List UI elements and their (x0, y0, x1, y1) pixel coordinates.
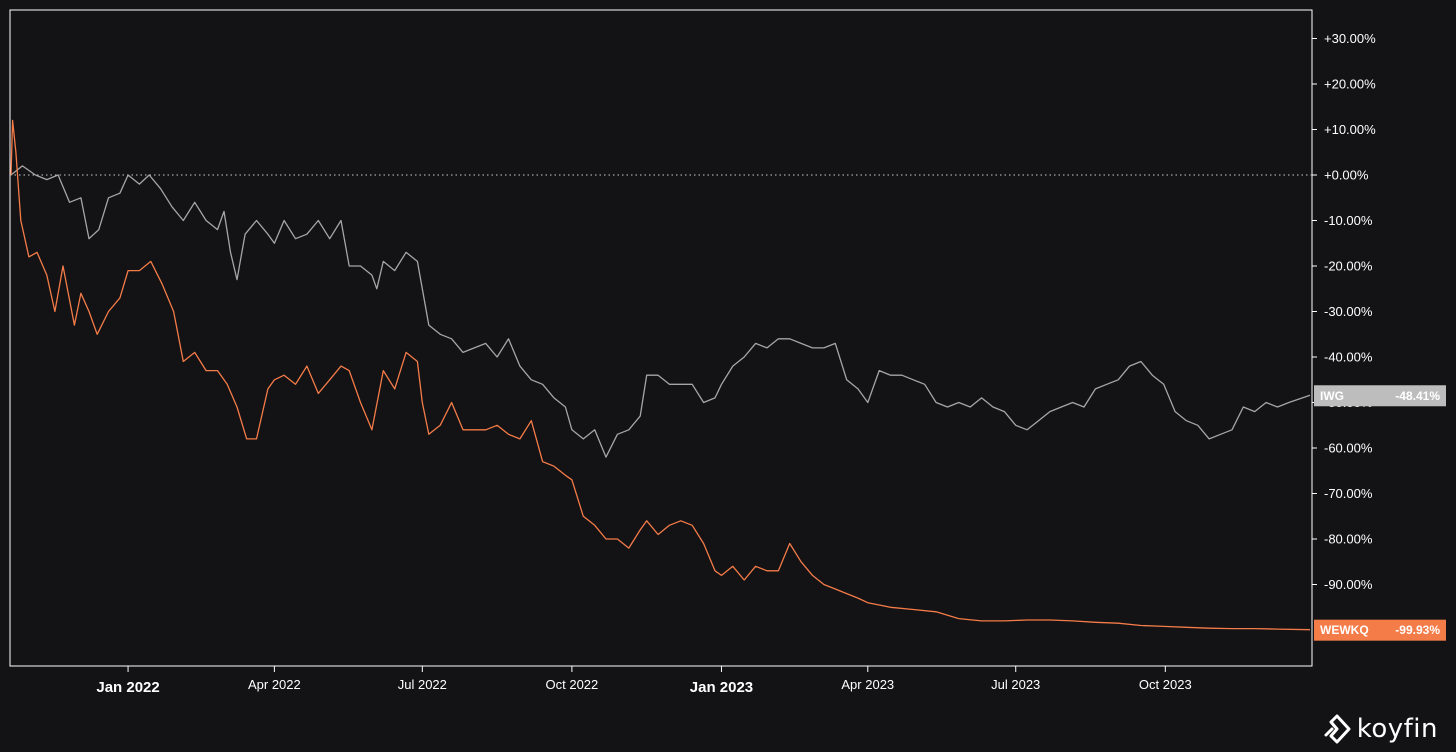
series-tag-iwg (1314, 385, 1446, 407)
x-tick-label: Oct 2022 (546, 677, 599, 692)
x-tick-label: Jul 2023 (991, 677, 1040, 692)
x-tick-label: Jul 2022 (398, 677, 447, 692)
series-tag-name: IWG (1320, 389, 1344, 403)
plot-frame (9, 9, 1313, 667)
y-tick-label: +30.00% (1324, 31, 1376, 46)
x-axis: Jan 2022 Apr 2022 Jul 2022 Oct 2022 Jan 2023… (96, 666, 1192, 696)
y-tick-label: -90.00% (1324, 577, 1373, 592)
y-tick-label: -40.00% (1324, 350, 1373, 365)
x-tick-label: Apr 2022 (248, 677, 301, 692)
series-line-iwg (10, 165, 1311, 458)
koyfin-logo-icon (1324, 714, 1351, 744)
y-tick-label: -80.00% (1324, 532, 1373, 547)
y-tick-label: -30.00% (1324, 304, 1373, 319)
series-tag-name: WEWKQ (1320, 623, 1369, 637)
y-tick-label: +20.00% (1324, 77, 1376, 92)
series-tag-value: -99.93% (1395, 623, 1440, 637)
x-tick-label: Apr 2023 (841, 677, 894, 692)
y-tick-label: +10.00% (1324, 122, 1376, 137)
x-tick-label: Jan 2022 (96, 679, 159, 696)
series-line-wewkq (10, 119, 1311, 631)
series-layer (10, 119, 1311, 631)
x-tick-label: Oct 2023 (1139, 677, 1192, 692)
y-axis: +30.00% +20.00% +10.00% +0.00% -10.00% -20.00… (1312, 31, 1376, 592)
koyfin-logo: koyfin (1323, 714, 1438, 744)
series-tags: IWG -48.41% WEWKQ -99.93% (1314, 385, 1446, 641)
x-tick-label: Jan 2023 (690, 679, 753, 696)
series-tag-wewkq (1314, 619, 1446, 641)
y-tick-label: -20.00% (1324, 259, 1373, 274)
logo-text: koyfin (1356, 714, 1438, 744)
y-tick-label: -70.00% (1324, 486, 1373, 501)
y-tick-label: +0.00% (1324, 168, 1369, 183)
y-tick-label: -10.00% (1324, 213, 1373, 228)
series-tag-value: -48.41% (1395, 389, 1440, 403)
y-tick-label: -60.00% (1324, 441, 1373, 456)
